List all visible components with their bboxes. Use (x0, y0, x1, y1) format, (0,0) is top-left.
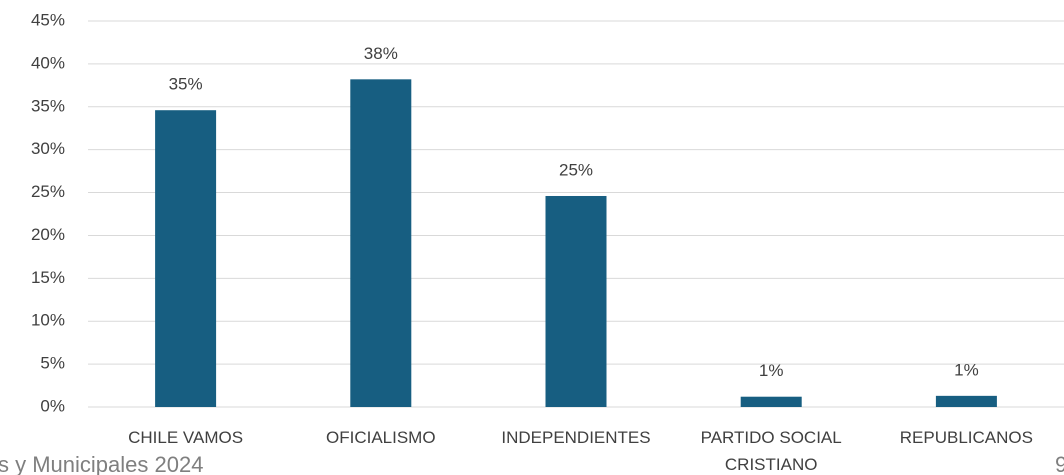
y-tick-label: 15% (31, 268, 65, 287)
bar (740, 396, 802, 407)
x-tick-label: OFICIALISMO (325, 428, 436, 447)
bar (350, 79, 412, 407)
x-tick-label: REPUBLICANOS (899, 428, 1033, 447)
data-label: 1% (759, 361, 784, 380)
bar (935, 395, 997, 407)
annotation: 9 (1055, 452, 1064, 475)
data-label: 35% (169, 75, 203, 94)
y-tick-label: 10% (31, 311, 65, 330)
x-tick-label: PARTIDO SOCIAL CRISTIANO (700, 428, 842, 474)
y-tick-label: 40% (31, 53, 65, 72)
y-tick-label: 25% (31, 182, 65, 201)
y-tick-label: 0% (40, 396, 65, 415)
x-tick-label: CHILE VAMOS (128, 428, 244, 447)
data-label: 1% (954, 360, 979, 379)
y-tick-label: 35% (31, 96, 65, 115)
bar (155, 110, 217, 407)
x-tick-label: INDEPENDIENTES (501, 428, 651, 447)
y-tick-label: 20% (31, 225, 65, 244)
annotation: s y Municipales 2024 (0, 452, 204, 475)
y-tick-label: 5% (40, 354, 65, 373)
bar (545, 195, 607, 407)
data-label: 38% (364, 44, 398, 63)
data-label: 25% (559, 160, 593, 179)
y-tick-label: 45% (31, 10, 65, 29)
y-tick-label: 30% (31, 139, 65, 158)
